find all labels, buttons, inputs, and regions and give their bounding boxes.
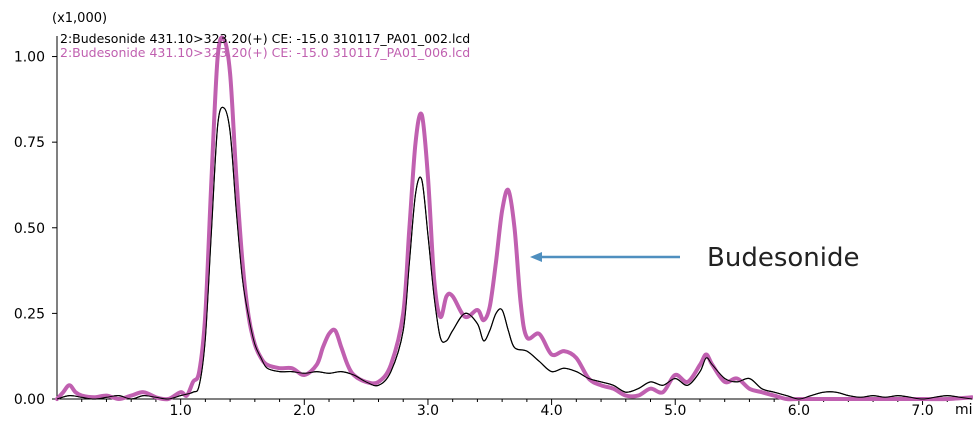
annotation-arrowhead <box>530 252 542 262</box>
x-tick-label: 3.0 <box>417 403 439 419</box>
x-tick-label: 4.0 <box>540 403 562 419</box>
x-unit-label: min <box>955 402 973 418</box>
x-tick-label: 1.0 <box>170 403 192 419</box>
y-tick-label: 0.25 <box>14 306 45 322</box>
annotation-label: Budesonide <box>707 243 859 273</box>
axes: 0.00 0.25 0.50 0.75 1.00 1.0 2.0 3.0 4.0 5.0 6.0 7.… <box>14 36 972 419</box>
y-tick-label: 0.75 <box>14 135 45 151</box>
series-group <box>55 35 973 402</box>
annotation: Budesonide <box>530 243 859 273</box>
x-tick-label: 5.0 <box>664 403 686 419</box>
legend-entry-006: 2:Budesonide 431.10>323.20(+) CE: -15.0 … <box>60 45 470 60</box>
y-tick-label: 1.00 <box>14 50 45 66</box>
x-tick-label: 2.0 <box>293 403 315 419</box>
series-line-006 <box>55 35 973 402</box>
legend-entry-002: 2:Budesonide 431.10>323.20(+) CE: -15.0 … <box>60 31 470 46</box>
series-line-002-overlay <box>56 106 973 400</box>
legend: 2:Budesonide 431.10>323.20(+) CE: -15.0 … <box>60 31 470 60</box>
x-tick-label: 6.0 <box>788 403 810 419</box>
y-multiplier-label: (x1,000) <box>52 11 107 26</box>
x-tick-label: 7.0 <box>911 403 933 419</box>
y-tick-label: 0.50 <box>14 221 45 237</box>
y-tick-label: 0.00 <box>14 392 45 408</box>
